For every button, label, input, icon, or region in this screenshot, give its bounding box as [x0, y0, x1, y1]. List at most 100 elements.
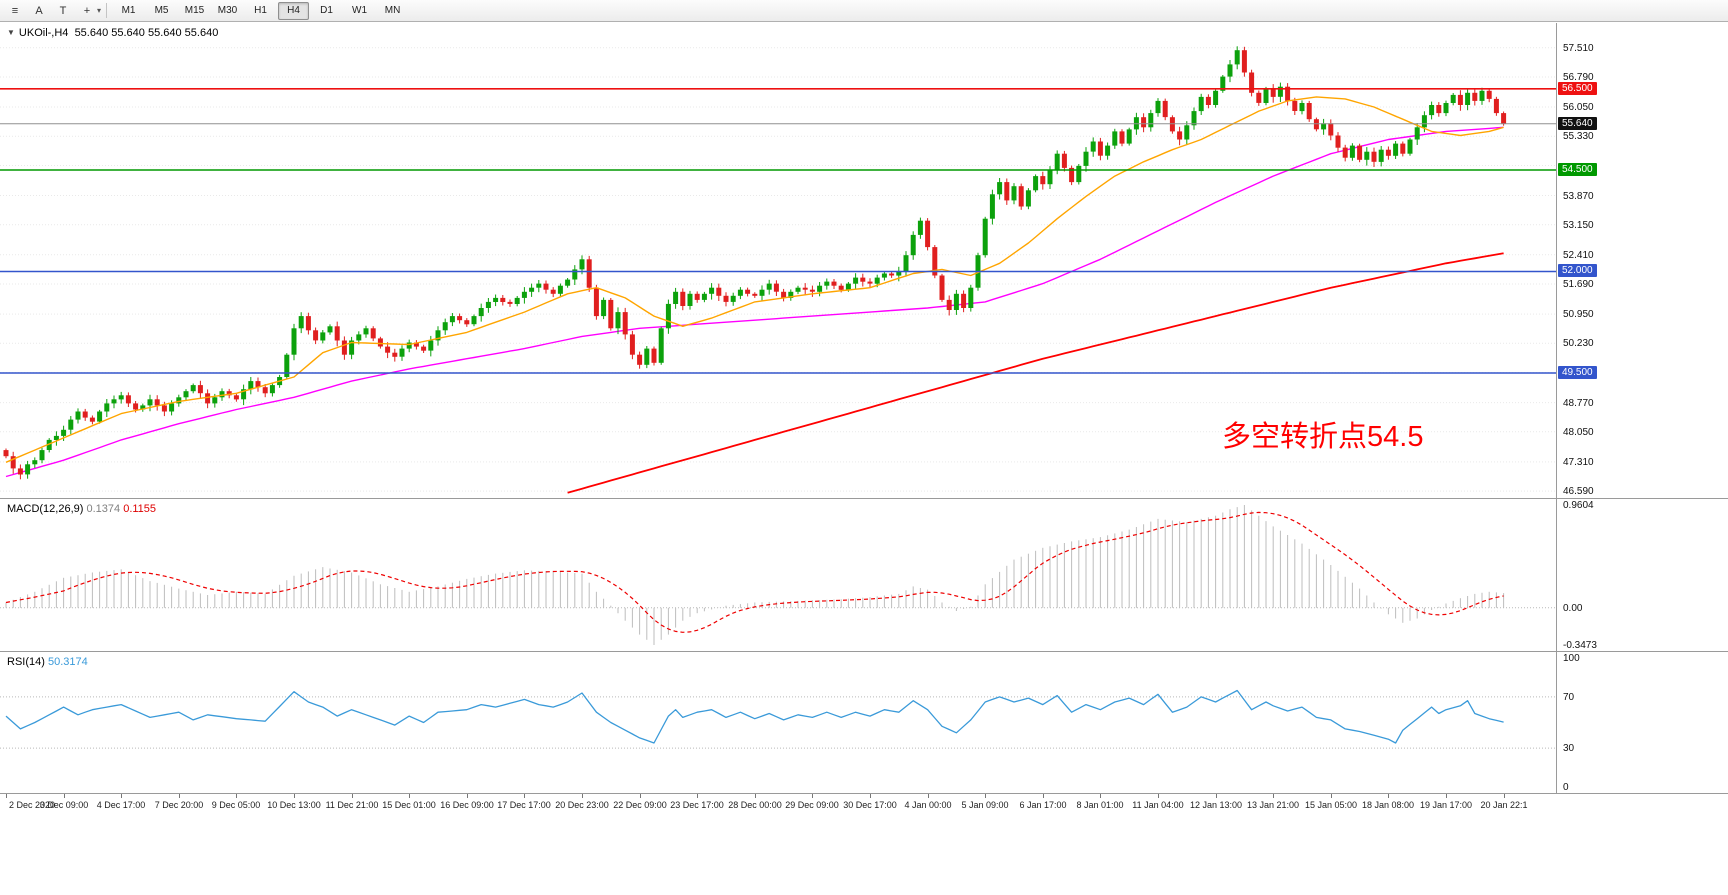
- timeframe-button-m1[interactable]: M1: [121, 5, 136, 16]
- timeframe-button-h4[interactable]: H4: [278, 1, 310, 20]
- axis-label: 0.9604: [1563, 500, 1594, 511]
- timeframe-button-m30[interactable]: M30: [217, 5, 238, 16]
- axis-label: 70: [1563, 692, 1575, 703]
- time-label: 15 Dec 01:00: [382, 800, 436, 810]
- crosshair-tool-icon[interactable]: +: [83, 4, 91, 17]
- axis-label: 50.950: [1563, 309, 1594, 320]
- timeframe-button-d1[interactable]: D1: [320, 5, 333, 16]
- macd-panel[interactable]: 0.9604 0.00 -0.3473 MACD(12,26,9) 0.1374 0…: [0, 499, 1728, 652]
- time-tick: [6, 794, 7, 798]
- rsi-name: RSI(14): [7, 656, 45, 668]
- time-tick: [755, 794, 756, 798]
- axis-label: 46.590: [1563, 486, 1594, 497]
- timeframe-button-m15[interactable]: M15: [184, 5, 205, 16]
- time-label: 16 Dec 09:00: [440, 800, 494, 810]
- time-tick: [64, 794, 65, 798]
- chart-properties-icon[interactable]: ≡: [11, 4, 19, 17]
- time-label: 23 Dec 17:00: [670, 800, 724, 810]
- price-axis[interactable]: 57.510 56.790 56.050 55.330 53.870 53.150 52.4…: [1556, 23, 1728, 498]
- time-label: 10 Dec 13:00: [267, 800, 321, 810]
- axis-label: 56.050: [1563, 102, 1594, 113]
- rsi-label: RSI(14) 50.3174: [7, 656, 88, 668]
- toolbar: ≡ A T + ▾ M1 M5 M15 M30 H1 H4 D1 W1 MN: [0, 0, 1728, 22]
- time-axis[interactable]: 2 Dec 2020 3 Dec 09:00 4 Dec 17:00 7 Dec 20…: [0, 794, 1728, 818]
- time-label: 4 Jan 00:00: [904, 800, 952, 810]
- axis-label: 51.690: [1563, 279, 1594, 290]
- time-tick: [640, 794, 641, 798]
- axis-label: 0: [1563, 782, 1569, 793]
- time-label: 20 Dec 23:00: [555, 800, 609, 810]
- time-tick: [1446, 794, 1447, 798]
- chart-root: 57.510 56.790 56.050 55.330 53.870 53.150 52.4…: [0, 23, 1728, 895]
- macd-main-value: 0.1374: [86, 503, 121, 515]
- symbol-period-label: UKOil-,H4: [18, 27, 69, 39]
- time-tick: [812, 794, 813, 798]
- rsi-canvas[interactable]: [0, 652, 1556, 793]
- time-label: 20 Jan 22:1: [1480, 800, 1528, 810]
- dropdown-caret-icon[interactable]: ▾: [97, 6, 102, 15]
- axis-label: 57.510: [1563, 43, 1594, 54]
- axis-label: 48.050: [1563, 427, 1594, 438]
- time-tick: [1273, 794, 1274, 798]
- time-tick: [236, 794, 237, 798]
- time-tick: [1388, 794, 1389, 798]
- time-label: 18 Jan 08:00: [1361, 800, 1415, 810]
- time-tick: [524, 794, 525, 798]
- price-badge: 49.500: [1558, 366, 1597, 379]
- time-label: 30 Dec 17:00: [843, 800, 897, 810]
- text-tool-icon[interactable]: T: [59, 4, 67, 17]
- macd-label: MACD(12,26,9) 0.1374 0.1155: [7, 503, 156, 515]
- time-label: 2 Dec 2020: [8, 800, 56, 810]
- time-label: 11 Jan 04:00: [1132, 800, 1184, 810]
- chart-annotation-text[interactable]: 多空转折点54.5: [1222, 421, 1424, 453]
- chart-list-dropdown-icon[interactable]: ▼: [7, 28, 15, 37]
- time-label: 8 Jan 01:00: [1076, 800, 1124, 810]
- time-label: 11 Dec 21:00: [325, 800, 379, 810]
- axis-label: 53.150: [1563, 220, 1594, 231]
- time-tick: [985, 794, 986, 798]
- toolbar-icon-group: ≡ A T + ▾: [3, 1, 101, 20]
- time-tick: [1504, 794, 1505, 798]
- timeframe-group: M1 M5 M15 M30 H1 H4 D1 W1 MN: [112, 1, 409, 20]
- price-badge: 54.500: [1558, 163, 1597, 176]
- main-chart-panel[interactable]: 57.510 56.790 56.050 55.330 53.870 53.150 52.4…: [0, 23, 1728, 499]
- axis-label: 53.870: [1563, 191, 1594, 202]
- axis-label: 0.00: [1563, 603, 1583, 614]
- macd-axis[interactable]: 0.9604 0.00 -0.3473: [1556, 499, 1728, 651]
- time-label: 4 Dec 17:00: [96, 800, 146, 810]
- time-tick: [121, 794, 122, 798]
- timeframe-button-mn[interactable]: MN: [384, 5, 401, 16]
- price-badge: 52.000: [1558, 264, 1597, 277]
- axis-label: 48.770: [1563, 398, 1594, 409]
- time-label: 19 Jan 17:00: [1419, 800, 1473, 810]
- time-label: 12 Jan 13:00: [1189, 800, 1243, 810]
- time-tick: [1043, 794, 1044, 798]
- time-tick: [409, 794, 410, 798]
- time-tick: [179, 794, 180, 798]
- macd-name: MACD(12,26,9): [7, 503, 84, 515]
- axis-label: 55.330: [1563, 131, 1594, 142]
- rsi-axis[interactable]: 100 70 30 0: [1556, 652, 1728, 793]
- time-tick: [352, 794, 353, 798]
- ohlc-values: 55.640 55.640 55.640 55.640: [74, 27, 219, 39]
- time-label: 29 Dec 09:00: [785, 800, 839, 810]
- time-label: 6 Jan 17:00: [1019, 800, 1067, 810]
- rsi-panel[interactable]: 100 70 30 0 RSI(14) 50.3174: [0, 652, 1728, 794]
- cursor-tool-icon[interactable]: A: [35, 4, 43, 17]
- macd-canvas[interactable]: [0, 499, 1556, 651]
- axis-label: 100: [1563, 653, 1580, 664]
- macd-signal-value: 0.1155: [123, 503, 157, 515]
- time-label: 17 Dec 17:00: [497, 800, 551, 810]
- timeframe-button-m5[interactable]: M5: [154, 5, 169, 16]
- time-label: 22 Dec 09:00: [613, 800, 667, 810]
- axis-label: 50.230: [1563, 338, 1594, 349]
- price-chart-canvas[interactable]: [0, 23, 1556, 498]
- time-label: 7 Dec 20:00: [154, 800, 204, 810]
- price-badge: 55.640: [1558, 117, 1597, 130]
- time-tick: [1331, 794, 1332, 798]
- timeframe-button-w1[interactable]: W1: [352, 5, 368, 16]
- time-label: 3 Dec 09:00: [39, 800, 89, 810]
- time-label: 28 Dec 00:00: [728, 800, 782, 810]
- timeframe-button-h1[interactable]: H1: [254, 5, 267, 16]
